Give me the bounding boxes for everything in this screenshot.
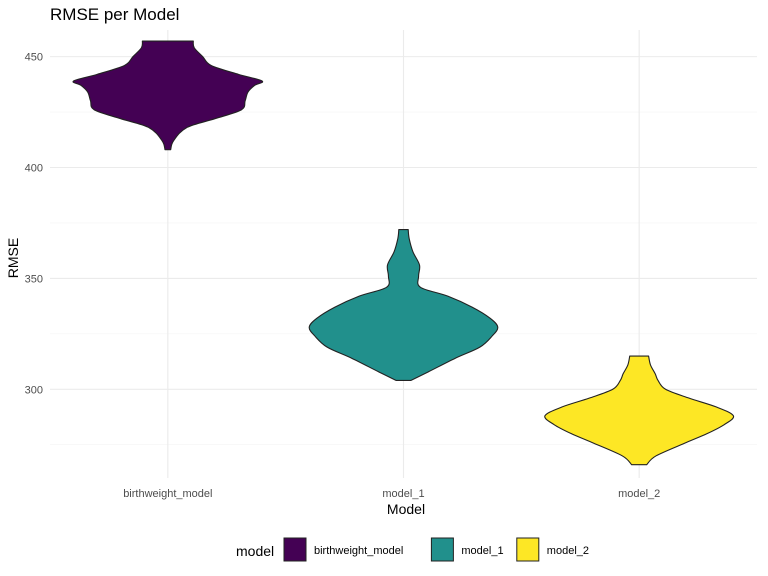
x-axis-title: Model [387,501,425,517]
x-tick-label: birthweight_model [123,488,212,500]
y-tick-label: 450 [25,52,43,64]
violins [72,40,735,466]
violin-birthweight_model [72,40,264,151]
y-tick-labels: 300 350 400 450 [25,52,43,397]
y-tick-label: 350 [25,273,43,285]
legend: model birthweight_model model_1 model_2 [236,537,589,562]
legend-label: model_1 [461,545,503,557]
legend-label: birthweight_model [314,545,403,557]
violin-model_1 [308,229,499,381]
legend-title: model [236,543,274,559]
violin-model_2 [544,355,735,466]
legend-key-model_2 [516,537,540,562]
y-tick-label: 400 [25,163,43,175]
legend-key-birthweight_model [283,537,307,562]
x-tick-label: model_1 [382,488,424,500]
x-tick-label: model_2 [618,488,660,500]
y-axis-title: RMSE [5,238,21,278]
legend-label: model_2 [547,545,589,557]
legend-key-model_1 [430,537,454,562]
x-tick-labels: birthweight_model model_1 model_2 [123,488,660,500]
y-tick-label: 300 [25,384,43,396]
chart-title: RMSE per Model [50,5,179,24]
